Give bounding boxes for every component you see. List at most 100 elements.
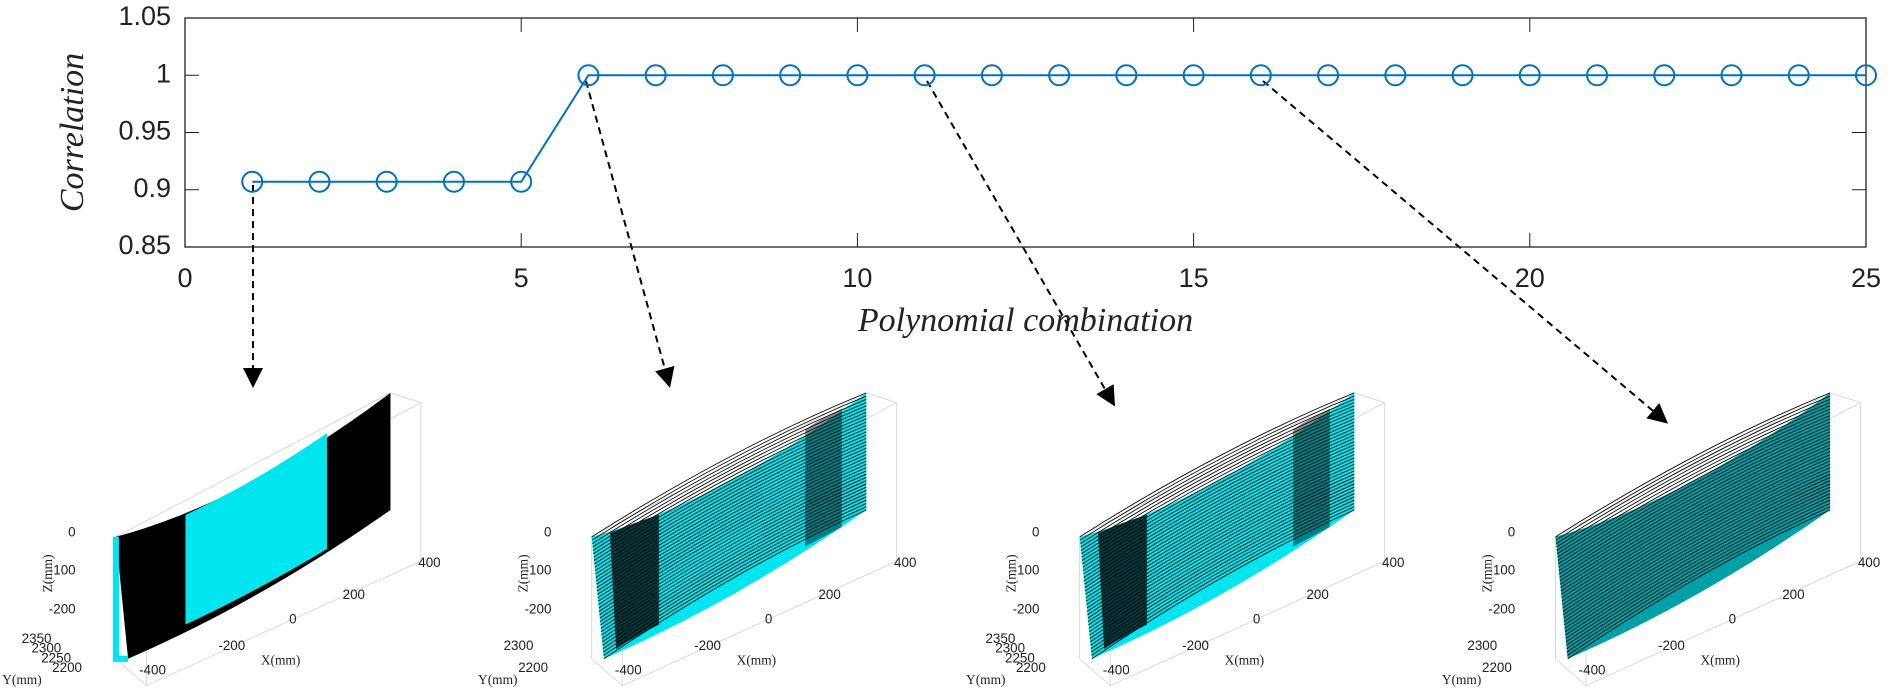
surface-line	[1561, 454, 1831, 602]
box-edge	[1110, 560, 1385, 687]
point	[577, 64, 600, 87]
box-edge	[591, 392, 867, 538]
surface-line	[1557, 415, 1831, 561]
y-tick-label: 2350	[22, 631, 52, 646]
z-tick-label: -200	[1488, 602, 1515, 617]
point	[1653, 64, 1676, 87]
surface-line	[1562, 457, 1831, 605]
surface-line	[1556, 405, 1831, 551]
surface-line	[1559, 431, 1831, 578]
z-tick-label: 0	[544, 525, 551, 540]
box-edge	[622, 560, 897, 687]
x-tick-label: 400	[894, 555, 916, 570]
y-tick-label: 0.9	[133, 173, 171, 203]
surface-line	[1562, 460, 1831, 609]
y-tick-label: 2200	[1482, 660, 1512, 675]
x-tick-label: 200	[1306, 587, 1328, 602]
surface-line	[1091, 509, 1355, 660]
surface-line	[592, 402, 867, 548]
z-axis-label: Z(mm)	[1479, 554, 1494, 592]
surface-line	[1562, 464, 1831, 612]
x-tick-label: -400	[1103, 663, 1130, 678]
z-tick-label: -200	[1013, 602, 1040, 617]
surface-line	[1560, 444, 1831, 592]
x-tick-label: 25	[1851, 263, 1881, 293]
point	[1720, 64, 1743, 87]
z-tick-label: -100	[1013, 563, 1040, 578]
z-tick-label: -200	[525, 602, 552, 617]
x-tick-label: -200	[218, 638, 245, 653]
y-axis-label: Y(mm)	[966, 672, 1005, 687]
y-axis-label: Y(mm)	[478, 672, 517, 687]
point	[1249, 64, 1272, 87]
surface-line	[1563, 467, 1831, 616]
surface-plot: 0 -100 -200 Z(mm) -400 -200 0 200 400 X(mm) 2300 22…	[478, 392, 916, 687]
surface-line	[1560, 437, 1831, 585]
x-axis-label: X(mm)	[1225, 652, 1264, 667]
surface-line	[1558, 428, 1831, 575]
point	[1586, 64, 1609, 87]
arrows	[243, 80, 1669, 424]
surface-line	[1564, 477, 1831, 626]
surface-line	[1565, 490, 1831, 639]
dark-band	[1293, 408, 1330, 547]
surface-line	[1560, 441, 1831, 588]
surface-plot: 0 -100 -200 Z(mm) -400 -200 0 200 400 X(mm) 2300 22…	[1442, 392, 1880, 687]
point	[644, 64, 667, 87]
y-tick-label: 1.05	[118, 1, 171, 31]
x-tick-label: 20	[1515, 263, 1545, 293]
dark-band	[805, 408, 842, 547]
surface-line	[1555, 392, 1831, 538]
point	[1855, 64, 1877, 87]
arrow	[926, 80, 1116, 407]
x-tick-label: -400	[1579, 663, 1606, 678]
z-tick-label: -100	[49, 563, 76, 578]
surface-edge	[112, 536, 129, 662]
y-tick-label: 2300	[504, 638, 534, 653]
y-tick-label: 2250	[41, 650, 71, 665]
dark-band	[1098, 514, 1147, 650]
point	[1384, 64, 1407, 87]
z-axis-label: Z(mm)	[1004, 554, 1019, 592]
y-tick-label: 2350	[985, 631, 1015, 646]
surface-line	[1563, 473, 1831, 622]
point	[1317, 64, 1340, 87]
point	[1451, 64, 1474, 87]
y-tick-label: 1	[156, 58, 171, 88]
x-tick-label: 0	[177, 263, 192, 293]
box-edge	[1079, 658, 1111, 686]
point	[1182, 64, 1205, 87]
point	[241, 170, 264, 193]
surface-line	[1566, 499, 1831, 649]
surface-line	[1557, 418, 1831, 565]
main-chart: 0 5 10 15 20 25 0.85 0.9 0.95 1 1.05 Polynomial com…	[54, 1, 1881, 339]
box-edge	[1585, 560, 1861, 687]
box-edge	[1555, 392, 1831, 538]
arrow	[585, 80, 675, 388]
y-tick-label: 2250	[1005, 650, 1035, 665]
surface-band	[185, 433, 327, 625]
surface-line	[1565, 486, 1831, 636]
surface-line	[603, 509, 867, 660]
y-tick-label: 2300	[31, 641, 61, 656]
x-tick-label: 10	[842, 263, 872, 293]
surface-line	[1079, 392, 1355, 538]
z-tick-label: 0	[1032, 525, 1039, 540]
y-tick-label: 2200	[518, 660, 548, 675]
point	[1787, 64, 1810, 87]
surface-line	[1555, 398, 1831, 544]
box-edge	[1079, 392, 1355, 538]
x-tick-label: 0	[1729, 611, 1736, 626]
surface-line	[1565, 493, 1831, 643]
surface-line	[1558, 421, 1831, 568]
box-edge	[115, 658, 147, 686]
surface-line	[1567, 509, 1831, 660]
surface-line	[1567, 506, 1831, 656]
box-edge	[1829, 392, 1861, 404]
point	[980, 64, 1003, 87]
point	[711, 64, 734, 87]
surface-line	[592, 398, 867, 544]
point	[913, 64, 936, 87]
box-edge	[146, 560, 422, 687]
